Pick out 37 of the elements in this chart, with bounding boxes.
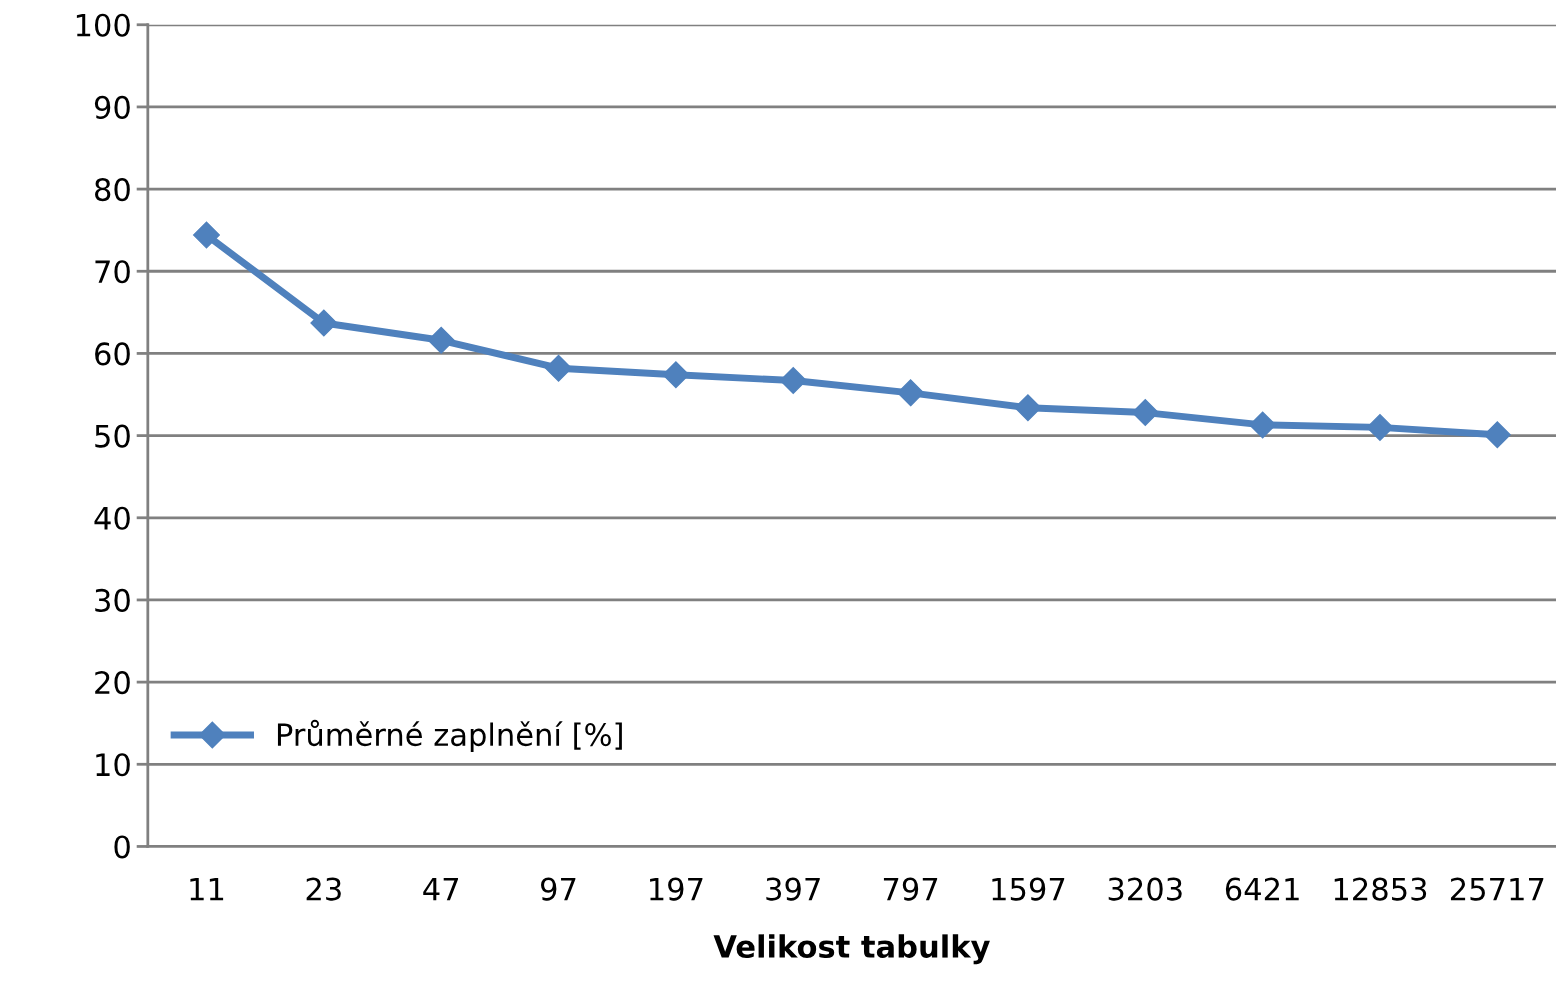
point	[1014, 394, 1042, 422]
y-tick-label: 60	[95, 342, 130, 366]
x-tick-label: 25717	[1450, 877, 1544, 901]
y-tick-label: 70	[95, 260, 130, 284]
x-tick-label: 3203	[1108, 877, 1182, 901]
point	[1483, 421, 1511, 449]
y-tick-label: 20	[95, 671, 130, 695]
legend-label: Průměrné zaplnění [%]	[277, 719, 622, 753]
y-tick-label: 30	[95, 588, 130, 612]
x-tick-label: 797	[883, 877, 938, 901]
point	[310, 309, 338, 337]
x-tick-label: 11	[190, 877, 224, 901]
x-tick-label: 23	[306, 877, 341, 901]
y-tick-label: 80	[95, 178, 130, 202]
y-tick-label: 0	[114, 835, 130, 859]
point	[193, 221, 220, 249]
y-tick-label: 50	[95, 424, 130, 448]
point	[545, 354, 573, 382]
x-tick-label: 1597	[992, 877, 1065, 901]
x-tick-label: 6421	[1225, 877, 1299, 901]
point	[779, 367, 807, 395]
x-tick-label: 397	[766, 877, 820, 901]
point	[897, 379, 925, 407]
point	[1366, 413, 1394, 441]
x-tick-label: 12853	[1334, 877, 1427, 901]
y-tick-label: 100	[76, 13, 130, 37]
y-tick-label: 40	[94, 506, 130, 530]
point	[1249, 411, 1277, 439]
y-tick-label: 90	[94, 95, 130, 119]
point	[427, 326, 455, 354]
x-tick-label: 197	[650, 877, 703, 901]
x-axis-title: Velikost tabulky	[713, 934, 990, 965]
point	[1131, 399, 1159, 427]
point	[662, 361, 690, 389]
x-tick-label: 97	[541, 877, 576, 901]
x-tick-label: 47	[423, 877, 459, 901]
y-tick-label: 10	[96, 753, 130, 777]
